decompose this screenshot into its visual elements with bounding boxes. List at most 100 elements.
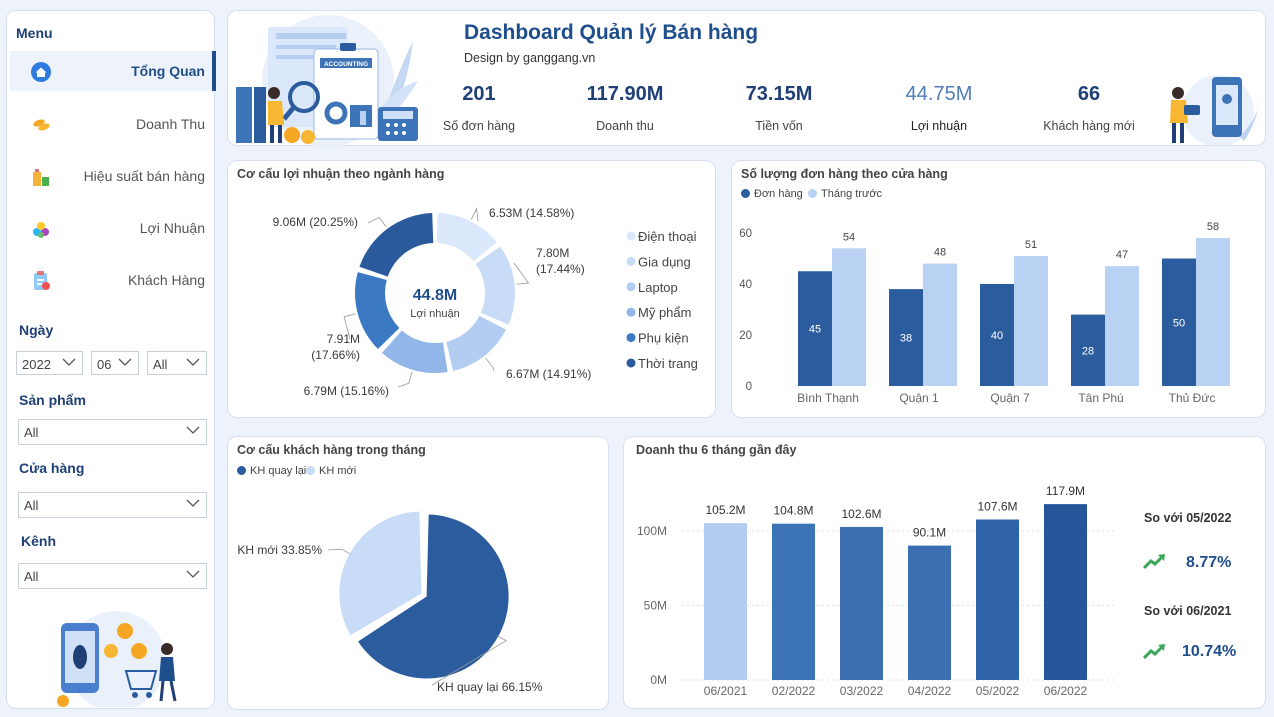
x-tick-label: 03/2022 [840, 684, 884, 698]
product-select[interactable]: All [18, 419, 207, 445]
kpi-label: Tiền vốn [755, 119, 803, 133]
legend-swatch [306, 466, 315, 475]
profit-donut-chart: 6.53M (14.58%) Điện thoại 7.80M (17.44%) Gia… [273, 206, 698, 398]
card-title: Doanh thu 6 tháng gần đây [636, 443, 797, 457]
data-label: 6.79M (15.16%) [304, 384, 389, 398]
month-select-value: 06 [97, 357, 112, 372]
leader-line [431, 635, 507, 686]
y-tick-label: 50M [644, 598, 667, 612]
data-label: 9.06M (20.25%) [273, 215, 358, 229]
donut-slice[interactable] [446, 315, 507, 371]
header-card: ACCOUNTING Dashboard Quản lý Bán hàng De… [227, 10, 1266, 147]
store-filter-label: Cửa hàng [19, 460, 85, 476]
legend-orders: Đơn hàng [741, 188, 803, 200]
clipboard-icon [34, 271, 50, 290]
chevron-down-icon [186, 570, 200, 578]
revenue-bar[interactable] [976, 519, 1019, 680]
leader-line [327, 548, 351, 555]
bar-value-label: 48 [934, 247, 946, 259]
bar-last-month[interactable] [832, 248, 866, 386]
legend-label: KH quay lại [250, 465, 307, 477]
legend-last-month: Tháng trước [808, 188, 882, 200]
product-filter-label: Sản phẩm [19, 392, 86, 408]
channel-select-value: All [24, 569, 39, 584]
store-select[interactable]: All [18, 492, 207, 518]
revenue-bar[interactable] [772, 523, 815, 680]
bar-last-month[interactable] [1105, 266, 1139, 386]
trend-up-icon [1142, 644, 1165, 660]
home-icon [31, 62, 51, 82]
bar-value-label: 107.6M [977, 499, 1017, 513]
legend-label: Tháng trước [821, 188, 883, 200]
bar-value-label: 105.2M [705, 503, 745, 517]
pie-slice[interactable] [339, 511, 422, 636]
legend-swatch [626, 358, 636, 368]
kpi-orders: 201 Số đơn hàng [404, 83, 554, 133]
donut-slice[interactable] [381, 330, 448, 373]
channel-select[interactable]: All [18, 563, 207, 589]
y-tick-label: 40 [739, 279, 752, 291]
chevron-down-icon [118, 358, 132, 366]
data-label: 7.91M [327, 332, 360, 346]
bar-value-label: 50 [1173, 317, 1185, 329]
customer-structure-card: Cơ cấu khách hàng trong tháng KH quay lạ… [227, 436, 609, 710]
bar-orders[interactable] [798, 271, 832, 386]
bar-orders[interactable] [889, 289, 923, 386]
sidebar: Menu Tổng Quan Doanh Thu Hiệu suất bán h… [6, 10, 216, 709]
x-tick-label: Tân Phú [1078, 391, 1123, 405]
sidebar-item-loi-nhuan[interactable]: Lợi Nhuận [10, 208, 215, 248]
chevron-down-icon [186, 499, 200, 507]
customer-pie-chart: KH quay lại 66.15% KH mới 33.85% [237, 511, 543, 694]
legend-label: Đơn hàng [754, 188, 803, 200]
sidebar-item-doanh-thu[interactable]: Doanh Thu [10, 104, 215, 144]
donut-slice[interactable] [355, 272, 400, 350]
bar-orders[interactable] [1162, 258, 1196, 387]
card-title: Cơ cấu khách hàng trong tháng [237, 443, 426, 457]
legend-swatch [808, 189, 817, 198]
bar-orders[interactable] [1071, 314, 1105, 386]
profit-structure-card: Cơ cấu lợi nhuận theo ngành hàng 6.53M (… [227, 160, 716, 418]
day-select[interactable]: All [147, 351, 207, 375]
bar-last-month[interactable] [923, 263, 957, 386]
bar-value-label: 54 [843, 231, 855, 243]
revenue-bar-chart: 0M 50M 100M 105.2M 06/2021 104.8M 02/2022 102.6… [637, 484, 1114, 698]
shopping-illustration [57, 611, 177, 707]
kpi-cost: 73.15M Tiền vốn [704, 83, 854, 133]
legend-swatch [741, 189, 750, 198]
revenue-bar[interactable] [908, 545, 951, 680]
kpi-label: Số đơn hàng [442, 119, 516, 133]
bar-value-label: 90.1M [913, 526, 946, 540]
leader-line [343, 313, 356, 340]
bar-orders[interactable] [980, 284, 1014, 386]
comparison-label: So với 05/2022 [1144, 511, 1232, 525]
revenue-bar[interactable] [840, 526, 883, 680]
revenue-bar[interactable] [704, 523, 747, 680]
legend-label: Gia dụng [638, 254, 691, 269]
day-select-value: All [153, 357, 168, 372]
bar-value-label: 117.9M [1046, 484, 1085, 498]
card-title: Cơ cấu lợi nhuận theo ngành hàng [237, 167, 445, 181]
legend-swatch [237, 466, 246, 475]
illustration-text: ACCOUNTING [324, 61, 368, 68]
donut-slice[interactable] [475, 246, 515, 325]
sidebar-item-label: Tổng Quan [131, 63, 205, 79]
donut-slice[interactable] [436, 213, 497, 262]
comparison-value: 10.74% [1182, 643, 1237, 660]
donut-slice[interactable] [359, 213, 434, 277]
year-select[interactable]: 2022 [16, 351, 83, 375]
pie-icon [33, 222, 49, 238]
revenue-bar[interactable] [1044, 504, 1087, 680]
leader-line [513, 262, 530, 285]
sidebar-item-khach-hang[interactable]: Khách Hàng [10, 260, 215, 300]
sidebar-item-hieu-suat[interactable]: Hiệu suất bán hàng [10, 156, 215, 196]
bar-value-label: 28 [1082, 345, 1094, 357]
bar-last-month[interactable] [1014, 255, 1048, 386]
store-select-value: All [24, 498, 39, 513]
bar-last-month[interactable] [1196, 238, 1230, 386]
sidebar-item-label: Doanh Thu [135, 116, 205, 132]
pie-slice[interactable] [358, 514, 509, 679]
data-label: 6.67M (14.91%) [506, 367, 591, 381]
comparison-label: So với 06/2021 [1144, 604, 1232, 618]
month-select[interactable]: 06 [91, 351, 139, 375]
sidebar-item-tong-quan[interactable]: Tổng Quan [10, 51, 216, 91]
